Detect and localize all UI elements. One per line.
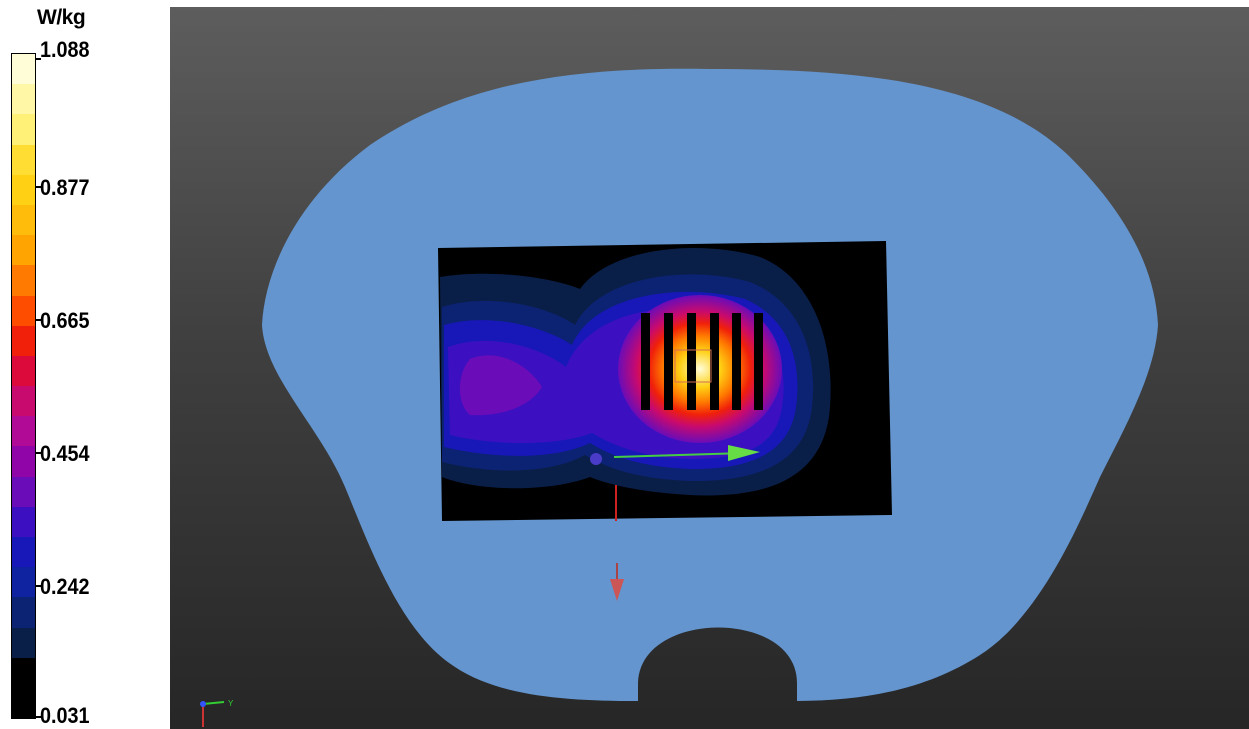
colorbar-band [12,204,35,236]
colorbar-legend: W/kg 1.088 0.877 0.665 0.454 0.242 0.031 [0,0,170,729]
tick-label-max: 1.088 [40,37,90,62]
antenna-elements [641,313,763,410]
colorbar-band [12,687,35,719]
colorbar-band [12,446,35,477]
colorbar-band [12,84,35,115]
sar-lobe-left [459,355,542,416]
sar-scan-area [438,241,892,521]
3d-viewport[interactable]: Y [170,7,1249,729]
tick-mark [36,319,41,321]
colorbar-band [12,567,35,598]
probe-arrow-green [728,445,760,461]
colorbar-band [12,144,35,175]
probe-axis-green [613,452,746,458]
colorbar-band [12,597,35,628]
tick-mark [36,58,41,60]
tick-label: 0.242 [40,574,90,599]
colorbar-band [12,54,35,85]
colorbar-band [12,174,35,205]
tick-label: 0.454 [40,441,90,466]
colorbar-band [12,416,35,447]
tick-mark [36,585,41,587]
colorbar-band [12,627,35,658]
colorbar-band [12,537,35,568]
colorbar-band [12,657,35,688]
colorbar-band [12,325,35,356]
axis-arrow-red-head [610,579,624,601]
colorbar-band [12,265,35,296]
tick-label: 0.877 [40,175,90,200]
colorbar-band [12,235,35,266]
antenna-outline [674,349,712,383]
colorbar-band [12,355,35,387]
tick-mark [36,186,41,188]
orientation-triad: Y [200,699,234,727]
colorbar-band [12,476,35,507]
colorbar-band [12,114,35,145]
colorbar [11,53,36,719]
scene-canvas[interactable]: Y [170,7,1249,729]
tick-mark [36,716,41,718]
tick-label-min: 0.031 [40,703,90,728]
tick-mark [36,452,41,454]
colorbar-band [12,295,35,326]
axis-label-y: Y [228,699,234,708]
colorbar-band [12,506,35,537]
probe-sphere [590,453,602,465]
tick-label: 0.665 [40,308,90,333]
legend-unit-label: W/kg [37,6,86,29]
colorbar-band [12,386,35,417]
